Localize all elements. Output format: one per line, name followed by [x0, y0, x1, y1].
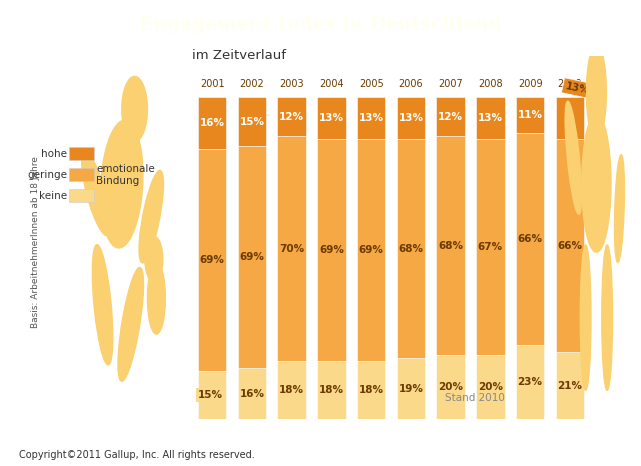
Circle shape [587, 45, 606, 139]
Text: im Zeitverlauf: im Zeitverlauf [192, 48, 287, 62]
Text: 21%: 21% [557, 381, 583, 391]
Bar [198, 97, 226, 149]
Ellipse shape [92, 245, 113, 365]
Ellipse shape [582, 114, 611, 252]
Bar [437, 136, 465, 355]
Circle shape [122, 76, 147, 142]
Bar [397, 97, 425, 139]
Text: Stand 2010: Stand 2010 [445, 393, 505, 403]
Text: 2008: 2008 [478, 79, 503, 89]
Ellipse shape [565, 101, 581, 214]
Text: 13%: 13% [565, 81, 591, 96]
Text: 12%: 12% [279, 112, 304, 122]
Text: 13%: 13% [319, 113, 344, 123]
Text: hohe: hohe [41, 149, 67, 159]
Text: 69%: 69% [319, 246, 344, 255]
Text: 2006: 2006 [399, 79, 423, 89]
Text: 18%: 18% [279, 385, 304, 396]
Ellipse shape [139, 171, 163, 263]
Text: 16%: 16% [199, 118, 225, 128]
Ellipse shape [615, 155, 624, 262]
Text: 69%: 69% [359, 246, 383, 255]
Ellipse shape [147, 262, 165, 334]
Text: emotionale
Bindung: emotionale Bindung [96, 164, 155, 186]
Bar [278, 136, 306, 362]
Text: keine: keine [39, 191, 67, 201]
Bar [397, 358, 425, 419]
Bar [437, 355, 465, 419]
Text: 18%: 18% [358, 385, 384, 396]
Text: 66%: 66% [557, 240, 583, 251]
Bar [357, 97, 385, 139]
Circle shape [145, 236, 163, 282]
Text: 15%: 15% [239, 116, 265, 127]
Bar [238, 97, 266, 146]
Text: 69%: 69% [240, 252, 264, 262]
Text: 19%: 19% [399, 384, 423, 394]
Bar [198, 149, 226, 371]
Bar [476, 139, 504, 355]
Bar [556, 139, 584, 352]
Bar [516, 97, 544, 133]
Bar [317, 97, 345, 139]
Bar [198, 371, 226, 419]
Text: 11%: 11% [517, 110, 543, 120]
Bar [516, 345, 544, 419]
Text: 2007: 2007 [438, 79, 463, 89]
Ellipse shape [602, 245, 613, 391]
Bar [278, 362, 306, 419]
Bar [437, 97, 465, 136]
Text: 12%: 12% [438, 112, 463, 122]
Text: 2001: 2001 [200, 79, 224, 89]
Text: 2009: 2009 [518, 79, 542, 89]
Ellipse shape [81, 152, 111, 236]
Text: Engagement Index in Deutschland: Engagement Index in Deutschland [139, 16, 502, 34]
Text: 67%: 67% [478, 242, 503, 252]
Bar [516, 133, 544, 345]
Text: geringe: geringe [28, 170, 67, 180]
Text: 70%: 70% [279, 244, 304, 254]
Text: 13%: 13% [478, 113, 503, 123]
Text: 69%: 69% [200, 255, 224, 265]
Bar [556, 352, 584, 419]
Bar [238, 368, 266, 419]
Bar [397, 139, 425, 358]
Text: 15%: 15% [197, 390, 222, 400]
Text: 2010: 2010 [558, 79, 582, 89]
Text: 66%: 66% [517, 234, 543, 244]
Text: 18%: 18% [319, 385, 344, 396]
Text: Copyright©2011 Gallup, Inc. All rights reserved.: Copyright©2011 Gallup, Inc. All rights r… [19, 450, 255, 459]
Bar [278, 97, 306, 136]
Text: 2003: 2003 [279, 79, 304, 89]
Bar [357, 139, 385, 362]
Bar [476, 97, 504, 139]
Text: 13%: 13% [398, 113, 424, 123]
Text: 68%: 68% [398, 244, 424, 254]
Bar [357, 362, 385, 419]
Text: 2002: 2002 [240, 79, 264, 89]
Bar [317, 362, 345, 419]
Text: Basis: ArbeitnehmerInnen ab 18 Jahre: Basis: ArbeitnehmerInnen ab 18 Jahre [31, 157, 40, 328]
Text: 2004: 2004 [319, 79, 344, 89]
Ellipse shape [580, 245, 591, 391]
Ellipse shape [118, 267, 144, 381]
Bar [238, 146, 266, 368]
Text: 20%: 20% [478, 382, 503, 392]
Ellipse shape [101, 120, 143, 248]
Text: 20%: 20% [438, 382, 463, 392]
Text: 13%: 13% [358, 113, 384, 123]
Text: 68%: 68% [438, 240, 463, 251]
Bar [556, 97, 584, 139]
Bar [476, 355, 504, 419]
Bar [317, 139, 345, 362]
Text: 2005: 2005 [359, 79, 383, 89]
Text: 16%: 16% [239, 389, 265, 398]
Text: 23%: 23% [517, 377, 543, 387]
